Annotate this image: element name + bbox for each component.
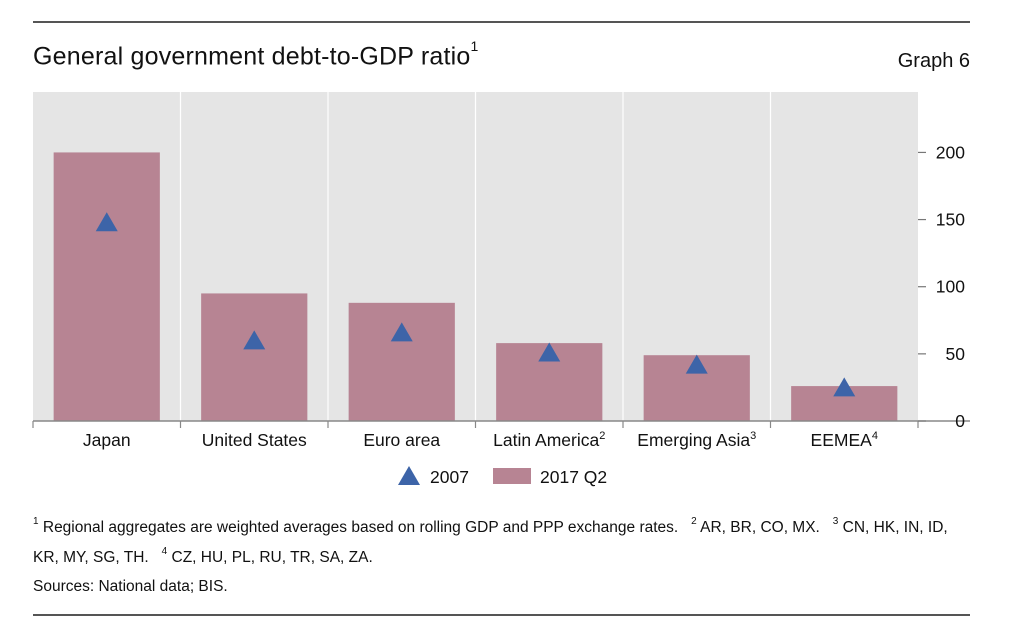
marker-2007-0 [95, 212, 118, 232]
y-tick-label: 200 [936, 142, 965, 162]
legend-2007-label: 2007 [430, 467, 469, 487]
x-tick-label: Latin America2 [493, 430, 605, 450]
y-tick-label: 50 [946, 344, 966, 364]
marker-2007-4 [685, 354, 708, 374]
top-rule [33, 21, 970, 23]
x-tick-label: Euro area [363, 430, 440, 450]
marker-2007-1 [243, 330, 266, 350]
marker-2007-2 [390, 322, 413, 342]
legend-2007-swatch [398, 466, 420, 485]
bar-2017q2-2 [348, 302, 455, 421]
y-tick-label: 100 [936, 277, 965, 297]
x-tick-label: Emerging Asia3 [637, 430, 756, 450]
y-tick-label: 150 [936, 210, 965, 230]
legend-2017q2-swatch [493, 468, 531, 484]
bar-2017q2-0 [53, 152, 160, 421]
footnotes: 1 Regional aggregates are weighted avera… [33, 516, 948, 567]
y-tick-label: 0 [955, 411, 965, 431]
x-tick-label: EEMEA4 [811, 430, 878, 450]
chart-title: General government debt-to-GDP ratio1 [33, 38, 479, 71]
marker-2007-5 [833, 377, 856, 397]
bar-2017q2-1 [201, 293, 308, 421]
bottom-rule [33, 614, 970, 616]
graph-label: Graph 6 [897, 50, 970, 72]
x-tick-label: Japan [83, 430, 131, 450]
title-footnote-marker: 1 [470, 38, 479, 54]
x-tick-label: United States [202, 430, 307, 450]
bar-chart: Japan United States Euro area Latin America… [32, 92, 970, 487]
legend-2017q2-label: 2017 Q2 [540, 467, 607, 487]
marker-2007-3 [538, 342, 561, 362]
sources-note: Sources: National data; BIS. [33, 578, 228, 595]
